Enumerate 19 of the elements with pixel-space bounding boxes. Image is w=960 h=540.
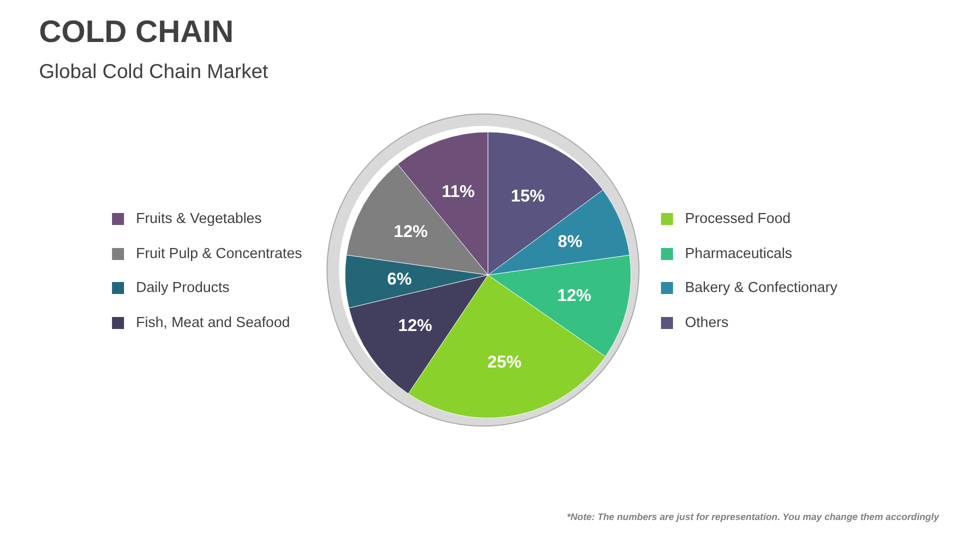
legend-label: Processed Food bbox=[685, 211, 791, 228]
legend-label: Pharmaceuticals bbox=[685, 246, 792, 262]
chart-subtitle: Global Cold Chain Market bbox=[39, 61, 268, 84]
text: *Note: The numbers are just for representation. You may change them accordingly bbox=[566, 512, 939, 523]
legend-label: Others bbox=[685, 314, 729, 331]
data-label: 11% bbox=[442, 182, 475, 201]
legend-label: Fruit Pulp & Concentrates bbox=[136, 246, 302, 262]
data-label: 12% bbox=[398, 316, 432, 336]
legend-label: Bakery & Confectionary bbox=[685, 280, 838, 296]
data-label: 12% bbox=[394, 222, 428, 241]
legend-label: Fruits & Vegetables bbox=[136, 211, 262, 228]
data-label: 25% bbox=[487, 352, 522, 372]
data-label: 15% bbox=[510, 186, 545, 206]
data-label: 6% bbox=[387, 270, 412, 289]
legend-label: Daily Products bbox=[136, 280, 230, 296]
data-label: 12% bbox=[557, 286, 592, 305]
chart-title: COLD CHAIN bbox=[39, 14, 234, 50]
legend-label: Fish, Meat and Seafood bbox=[136, 314, 290, 331]
data-label: 8% bbox=[558, 232, 582, 251]
